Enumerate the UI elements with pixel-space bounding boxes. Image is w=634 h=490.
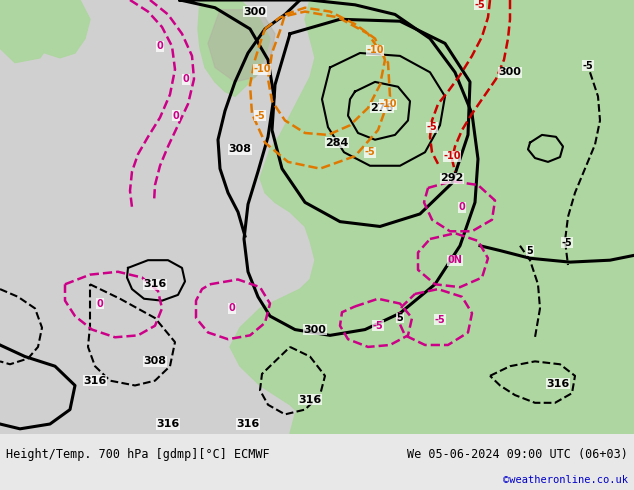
Text: -5: -5 [255,111,266,121]
Text: 0: 0 [172,111,179,121]
Text: 316: 316 [84,376,107,386]
Polygon shape [230,0,634,434]
Polygon shape [198,0,270,97]
Text: 5: 5 [397,313,403,323]
Text: 0N: 0N [448,255,462,265]
Text: 0: 0 [157,41,164,51]
Text: 316: 316 [143,279,167,289]
Text: -5: -5 [562,238,573,248]
Text: 308: 308 [228,145,252,154]
Text: -10: -10 [379,99,397,109]
Text: -5: -5 [365,147,375,157]
Text: 300: 300 [304,324,327,335]
Text: 0: 0 [458,202,465,212]
Text: 276: 276 [370,103,394,113]
Polygon shape [0,0,634,434]
Text: 284: 284 [325,138,349,147]
Polygon shape [0,434,634,490]
Text: 0: 0 [229,303,235,314]
Text: -5: -5 [435,315,445,325]
Text: Height/Temp. 700 hPa [gdmp][°C] ECMWF: Height/Temp. 700 hPa [gdmp][°C] ECMWF [6,448,270,461]
Text: ©weatheronline.co.uk: ©weatheronline.co.uk [503,475,628,486]
Polygon shape [0,0,60,63]
Text: 5: 5 [527,245,533,256]
Text: -10: -10 [253,64,271,74]
Text: -5: -5 [373,321,384,331]
Polygon shape [290,366,370,434]
Text: -10: -10 [443,151,461,161]
Text: -5: -5 [583,61,593,71]
Text: We 05-06-2024 09:00 UTC (06+03): We 05-06-2024 09:00 UTC (06+03) [407,448,628,461]
Polygon shape [208,10,275,82]
Text: 316: 316 [299,395,321,405]
Text: 0: 0 [183,74,190,84]
Polygon shape [0,0,90,58]
Text: -5: -5 [427,122,437,132]
Text: 0: 0 [96,298,103,309]
Text: -5: -5 [475,0,486,10]
Text: 316: 316 [547,379,569,389]
Text: 316: 316 [157,419,179,429]
Text: 316: 316 [236,419,260,429]
Text: -10: -10 [366,45,384,55]
Text: 300: 300 [243,6,266,17]
Text: 292: 292 [440,173,463,183]
Text: 300: 300 [498,67,521,77]
Text: 308: 308 [143,356,167,367]
